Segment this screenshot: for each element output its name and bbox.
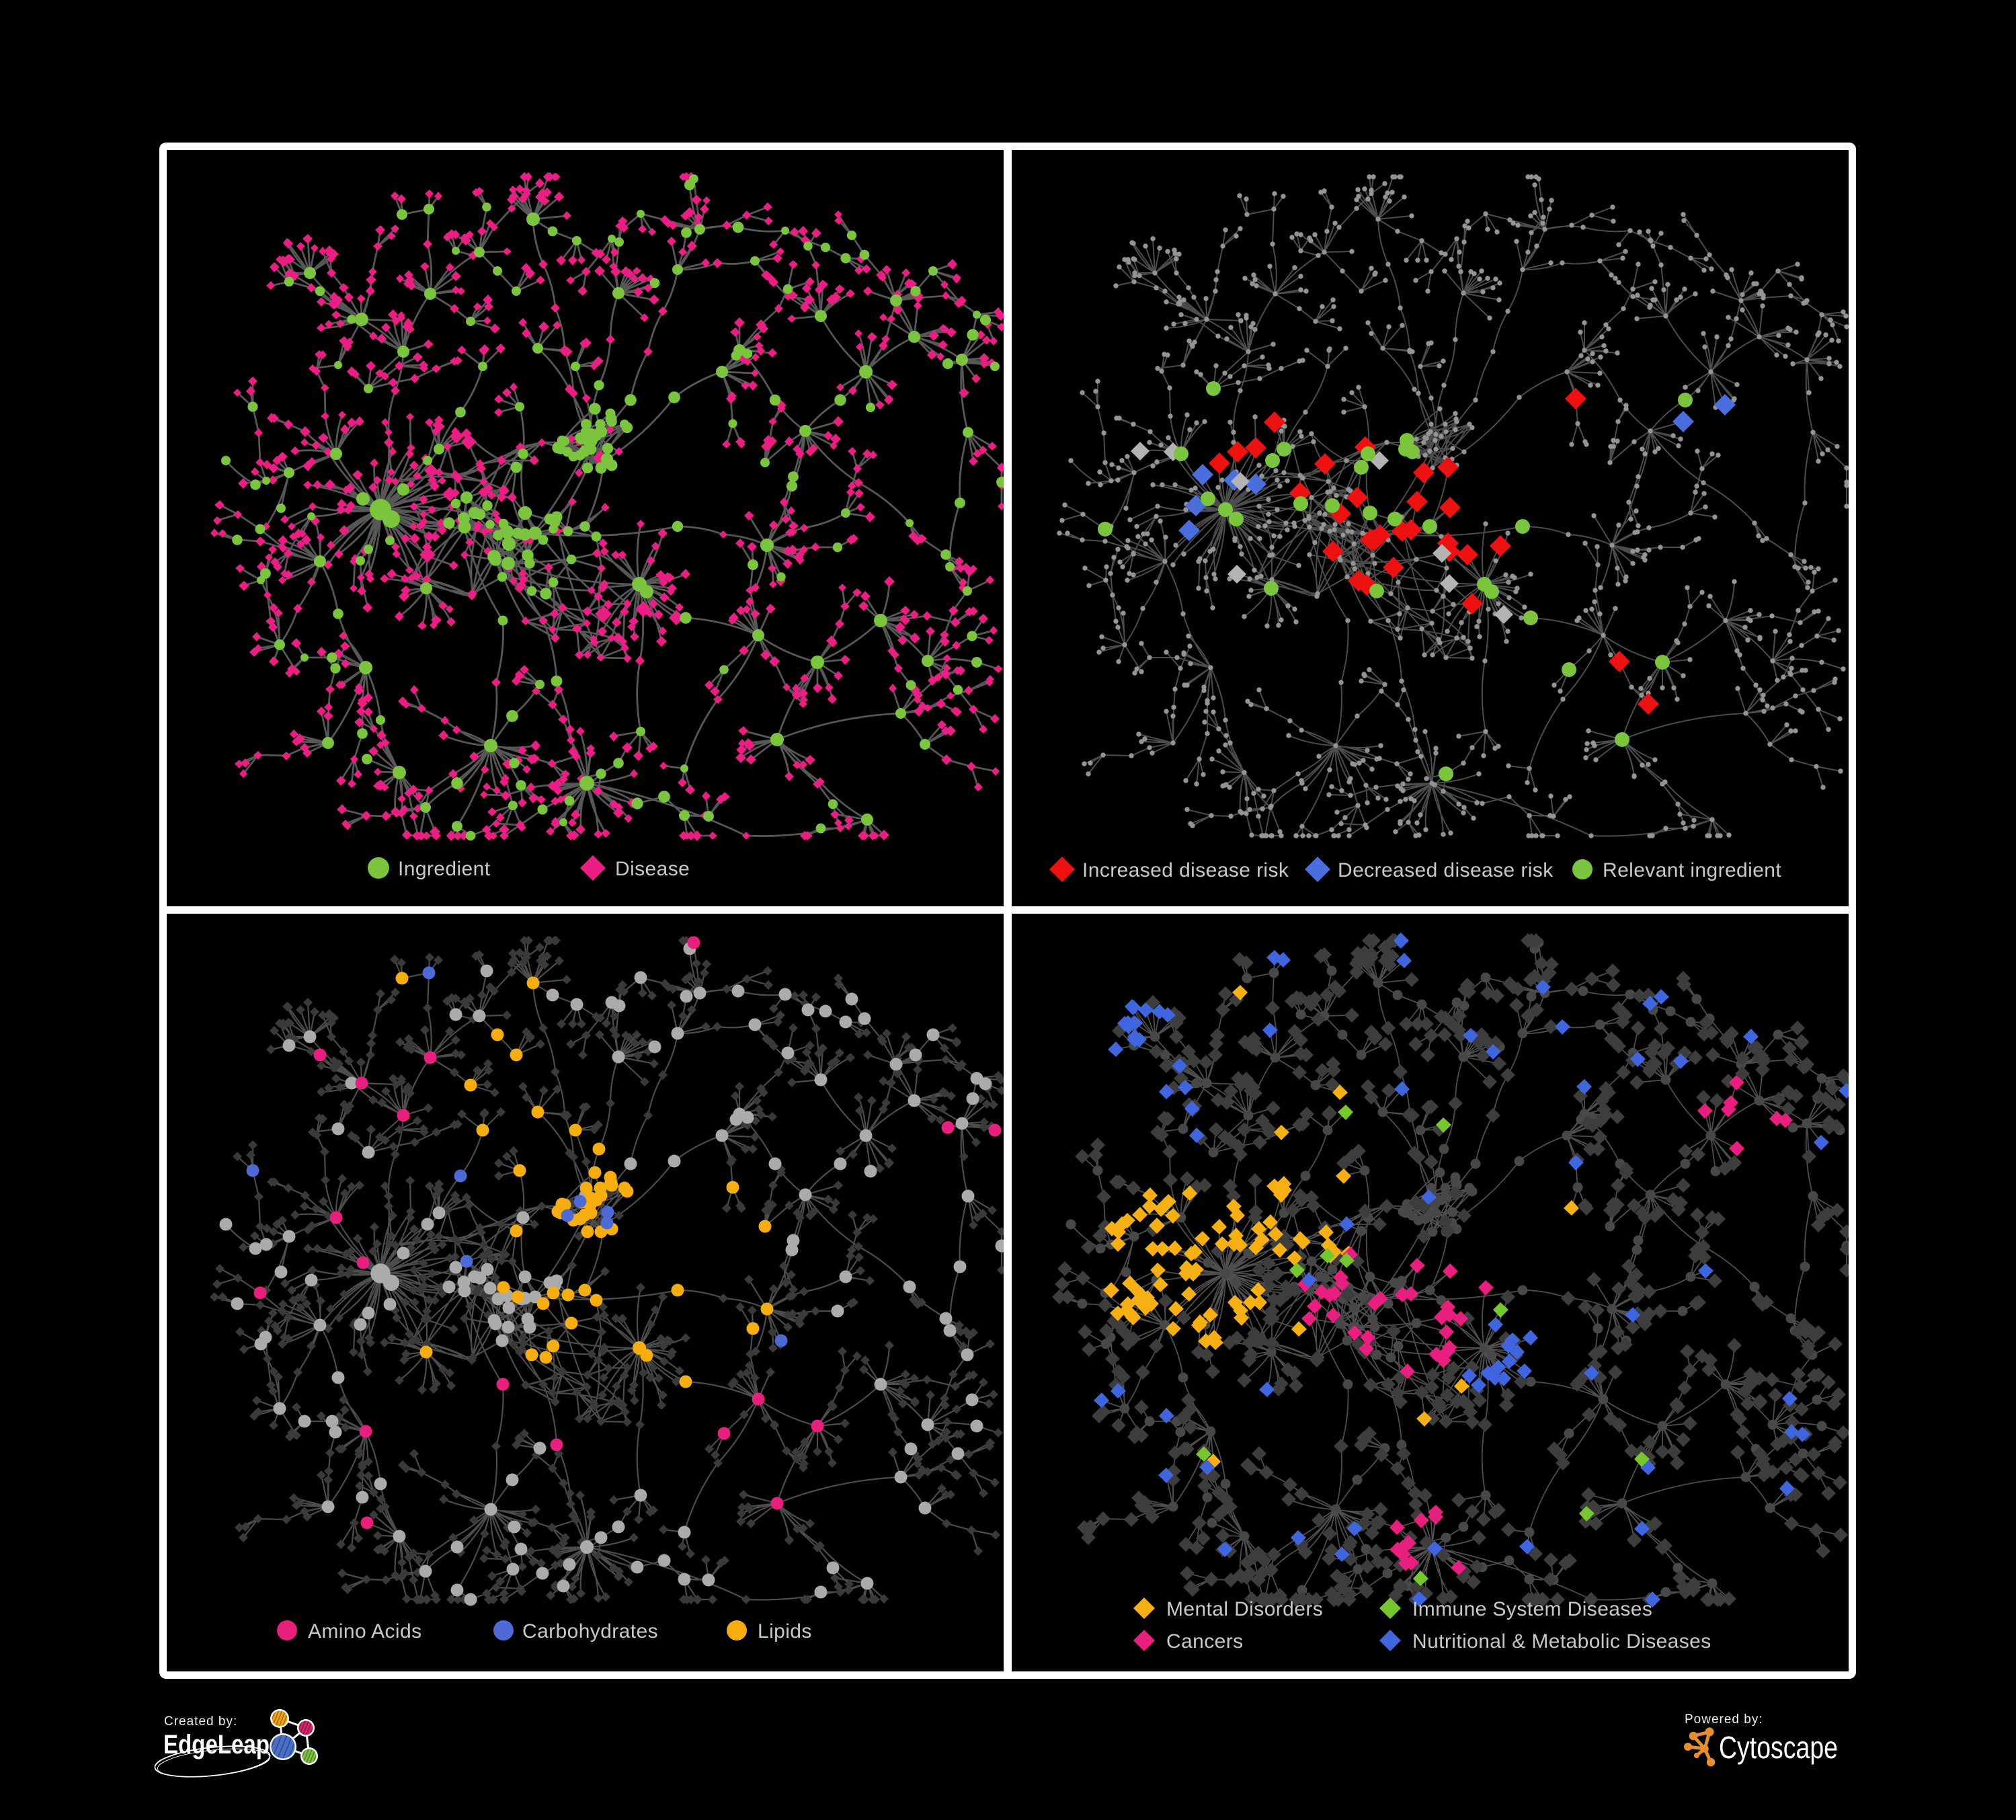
svg-text:Disease: Disease — [615, 858, 690, 880]
svg-text:Increased disease risk: Increased disease risk — [1082, 859, 1289, 881]
svg-text:Lipids: Lipids — [758, 1620, 812, 1643]
svg-text:Ingredient: Ingredient — [398, 858, 491, 880]
svg-text:Carbohydrates: Carbohydrates — [522, 1620, 658, 1643]
svg-text:Cytoscape: Cytoscape — [1719, 1730, 1838, 1765]
svg-text:Created by:: Created by: — [164, 1714, 237, 1729]
svg-text:EdgeLeap: EdgeLeap — [163, 1730, 270, 1759]
svg-text:Amino Acids: Amino Acids — [308, 1620, 421, 1643]
svg-text:Powered by:: Powered by: — [1685, 1712, 1763, 1727]
svg-text:Relevant ingredient: Relevant ingredient — [1603, 859, 1781, 881]
svg-text:Decreased disease risk: Decreased disease risk — [1338, 859, 1554, 881]
